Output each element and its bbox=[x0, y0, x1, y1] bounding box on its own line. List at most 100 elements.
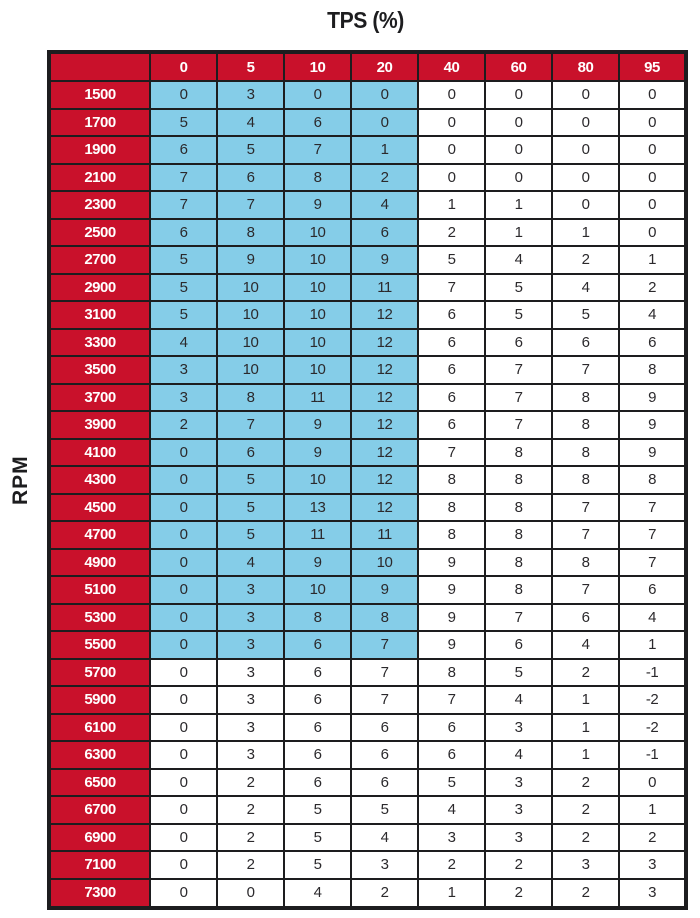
table-cell: 0 bbox=[149, 492, 218, 523]
table-cell: 4 bbox=[283, 877, 352, 910]
table-cell: 7 bbox=[216, 410, 285, 440]
table-cell: 6 bbox=[618, 327, 687, 358]
table-cell: 0 bbox=[618, 162, 687, 193]
table-cell: 2 bbox=[417, 217, 486, 248]
table-row: 1900 6 5 7 1 0 0 0 0 bbox=[48, 135, 687, 165]
table-cell: 0 bbox=[149, 795, 218, 825]
row-header: 4900 bbox=[48, 547, 151, 578]
table-cell: 6 bbox=[216, 437, 285, 468]
table-row: 4300 0 5 10 12 8 8 8 8 bbox=[48, 465, 687, 495]
table-cell: 10 bbox=[216, 272, 285, 303]
table-row: 3100 5 10 10 12 6 5 5 4 bbox=[48, 300, 687, 330]
table-row: 5900 0 3 6 7 7 4 1 -2 bbox=[48, 685, 687, 715]
table-cell: 4 bbox=[551, 630, 620, 660]
table-cell: 10 bbox=[283, 327, 352, 358]
table-cell: 9 bbox=[216, 245, 285, 275]
row-header: 2900 bbox=[48, 272, 151, 303]
table-cell: 0 bbox=[618, 767, 687, 798]
table-cell: 11 bbox=[283, 520, 352, 550]
table-cell: 7 bbox=[417, 272, 486, 303]
header-row: 0 5 10 20 40 60 80 95 bbox=[48, 50, 687, 83]
table-cell: -1 bbox=[618, 740, 687, 770]
table-cell: 7 bbox=[350, 685, 419, 715]
table-cell: 9 bbox=[618, 410, 687, 440]
table-cell: 8 bbox=[484, 520, 553, 550]
table-cell: 5 bbox=[551, 300, 620, 330]
corner-cell bbox=[48, 50, 151, 83]
table-cell: 0 bbox=[618, 190, 687, 220]
table-cell: 4 bbox=[551, 272, 620, 303]
table-cell: 9 bbox=[350, 575, 419, 605]
table-row: 2900 5 10 10 11 7 5 4 2 bbox=[48, 272, 687, 303]
table-cell: 7 bbox=[283, 135, 352, 165]
table-cell: 7 bbox=[149, 162, 218, 193]
row-header: 1500 bbox=[48, 80, 151, 110]
table-cell: 4 bbox=[417, 795, 486, 825]
table-cell: 5 bbox=[484, 300, 553, 330]
table-cell: 1 bbox=[551, 685, 620, 715]
table-cell: 8 bbox=[417, 657, 486, 688]
table-cell: 7 bbox=[484, 602, 553, 633]
table-cell: 8 bbox=[618, 465, 687, 495]
table-cell: 9 bbox=[350, 245, 419, 275]
table-cell: 6 bbox=[283, 685, 352, 715]
table-cell: 1 bbox=[551, 217, 620, 248]
table-cell: 3 bbox=[484, 767, 553, 798]
table-cell: 0 bbox=[283, 80, 352, 110]
table-row: 2700 5 9 10 9 5 4 2 1 bbox=[48, 245, 687, 275]
table-cell: 0 bbox=[551, 135, 620, 165]
table-cell: 5 bbox=[283, 795, 352, 825]
table-cell: 3 bbox=[216, 80, 285, 110]
row-header: 6300 bbox=[48, 740, 151, 770]
table-cell: 8 bbox=[417, 520, 486, 550]
table-cell: 6 bbox=[551, 327, 620, 358]
table-cell: 0 bbox=[417, 80, 486, 110]
table-cell: 8 bbox=[350, 602, 419, 633]
table-cell: 4 bbox=[618, 602, 687, 633]
row-header: 2100 bbox=[48, 162, 151, 193]
table-cell: 6 bbox=[417, 382, 486, 413]
table-cell: 10 bbox=[283, 355, 352, 385]
table-cell: 1 bbox=[484, 190, 553, 220]
table-cell: 8 bbox=[484, 575, 553, 605]
table-row: 3900 2 7 9 12 6 7 8 9 bbox=[48, 410, 687, 440]
table-cell: 6 bbox=[417, 410, 486, 440]
table-cell: 0 bbox=[417, 107, 486, 138]
table-cell: 9 bbox=[283, 547, 352, 578]
row-header: 3100 bbox=[48, 300, 151, 330]
table-cell: 6 bbox=[484, 630, 553, 660]
table-cell: 2 bbox=[551, 657, 620, 688]
table-cell: 0 bbox=[551, 107, 620, 138]
row-header: 3300 bbox=[48, 327, 151, 358]
table-cell: 0 bbox=[417, 135, 486, 165]
table-cell: 0 bbox=[149, 685, 218, 715]
table-row: 6100 0 3 6 6 6 3 1 -2 bbox=[48, 712, 687, 743]
table-cell: 10 bbox=[283, 245, 352, 275]
table-cell: 7 bbox=[551, 355, 620, 385]
table-row: 4700 0 5 11 11 8 8 7 7 bbox=[48, 520, 687, 550]
table-cell: 7 bbox=[618, 547, 687, 578]
table-cell: 8 bbox=[551, 437, 620, 468]
table-cell: 6 bbox=[283, 712, 352, 743]
table-title: TPS (%) bbox=[327, 7, 404, 33]
table-cell: 2 bbox=[551, 245, 620, 275]
table-cell: 8 bbox=[551, 410, 620, 440]
table-cell: 5 bbox=[149, 272, 218, 303]
table-cell: 6 bbox=[417, 355, 486, 385]
table-cell: 2 bbox=[618, 822, 687, 853]
table-row: 4900 0 4 9 10 9 8 8 7 bbox=[48, 547, 687, 578]
table-row: 4100 0 6 9 12 7 8 8 9 bbox=[48, 437, 687, 468]
table-cell: 3 bbox=[216, 740, 285, 770]
table-cell: 0 bbox=[618, 217, 687, 248]
table-cell: 0 bbox=[149, 602, 218, 633]
table-cell: 3 bbox=[618, 850, 687, 880]
table-cell: 5 bbox=[216, 492, 285, 523]
table-cell: 8 bbox=[417, 492, 486, 523]
table-cell: 0 bbox=[551, 190, 620, 220]
table-cell: 0 bbox=[350, 107, 419, 138]
table-row: 4500 0 5 13 12 8 8 7 7 bbox=[48, 492, 687, 523]
table-cell: 2 bbox=[216, 795, 285, 825]
table-cell: 3 bbox=[149, 355, 218, 385]
table-cell: 2 bbox=[216, 822, 285, 853]
